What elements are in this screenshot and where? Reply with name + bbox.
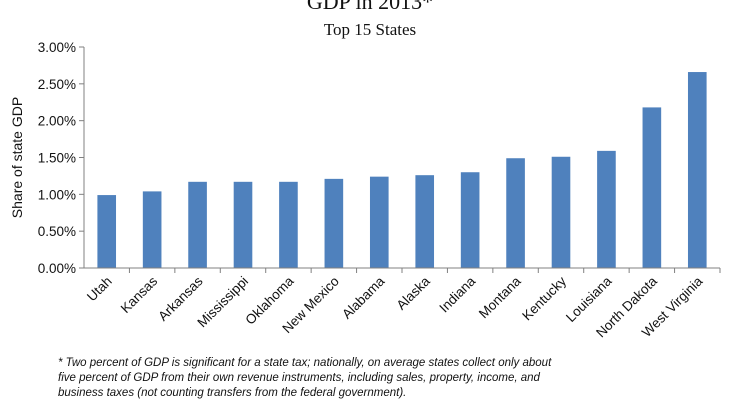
bar-oklahoma bbox=[279, 181, 298, 268]
chart-title: GDP in 2013* bbox=[306, 0, 434, 14]
y-tick-label: 0.50% bbox=[38, 224, 76, 239]
bar-west-virginia bbox=[687, 72, 707, 269]
x-tick-label: Indiana bbox=[436, 273, 478, 315]
bar-mississippi bbox=[233, 181, 253, 268]
bar-utah bbox=[97, 195, 117, 268]
y-tick-label: 2.50% bbox=[38, 77, 76, 92]
y-tick-label: 0.00% bbox=[38, 261, 76, 276]
bar-new-mexico bbox=[324, 178, 344, 268]
footnote-line: * Two percent of GDP is significant for … bbox=[58, 357, 552, 369]
x-tick-label: Alaska bbox=[394, 273, 434, 313]
bar-alabama bbox=[369, 176, 389, 268]
x-tick-label: Alabama bbox=[339, 273, 388, 322]
bar-louisiana bbox=[597, 150, 616, 268]
bar-alaska bbox=[415, 175, 435, 268]
bar-montana bbox=[506, 158, 525, 268]
x-tick-label: Kansas bbox=[118, 273, 161, 316]
footnote-line: five percent of GDP from their own reven… bbox=[58, 372, 540, 384]
y-tick-label: 2.00% bbox=[38, 114, 76, 129]
bars-group bbox=[97, 72, 707, 269]
footnote: * Two percent of GDP is significant for … bbox=[58, 356, 698, 400]
x-tick-label: Utah bbox=[84, 274, 115, 305]
bar-arkansas bbox=[188, 181, 207, 268]
chart-subtitle: Top 15 States bbox=[323, 20, 417, 39]
bar-kentucky bbox=[551, 156, 571, 268]
y-tick-label: 1.50% bbox=[38, 151, 76, 166]
bar-kansas bbox=[142, 191, 162, 268]
bar-north-dakota bbox=[642, 107, 662, 268]
y-axis-label: Share of state GDP bbox=[9, 97, 25, 218]
x-tick-label: Kentucky bbox=[519, 273, 569, 323]
x-axis-labels: Utah KansasArkansasMississippiOklahomaNew… bbox=[84, 268, 721, 340]
footnote-line: business taxes (not counting transfers f… bbox=[58, 387, 407, 399]
y-tick-label: 1.00% bbox=[38, 187, 76, 202]
y-axis-ticks: 0.00% 0.50% 1.00% 1.50% 2.00% 2.50% 3.00% bbox=[38, 40, 84, 276]
x-tick-label: Montana bbox=[476, 273, 524, 321]
y-tick-label: 3.00% bbox=[38, 40, 76, 55]
bar-indiana bbox=[460, 172, 480, 268]
